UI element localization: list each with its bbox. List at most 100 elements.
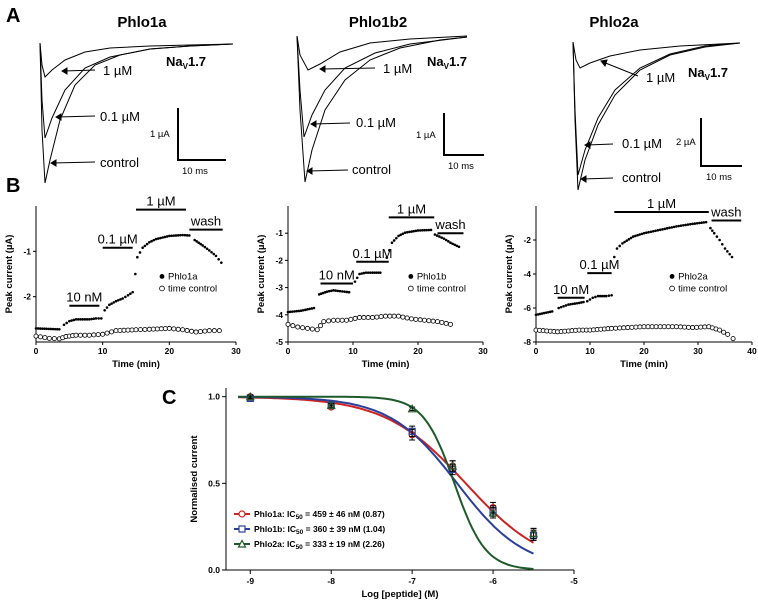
scale-time: 10 ms	[182, 166, 208, 177]
data-point-Phlo1a	[53, 327, 57, 331]
data-point-time-control	[42, 335, 48, 341]
data-point-time-control	[193, 329, 199, 335]
data-point-Phlo1a	[105, 306, 109, 309]
data-point-Phlo1a	[163, 235, 167, 239]
x-axis-label: Time (min)	[620, 359, 668, 370]
data-point-Phlo1b	[317, 293, 321, 296]
y-tick-label: -4	[275, 310, 283, 320]
trace-panel-phlo1a: Phlo1a 1 µM 0.1 µM control NaV1.7 1 µA 1…	[39, 14, 234, 184]
data-point-Phlo1b	[399, 233, 402, 237]
data-point-Phlo2a	[691, 222, 694, 226]
trace-0-1uM	[296, 35, 468, 138]
fit-curve-Phlo2a	[238, 395, 534, 570]
data-point-Phlo1a	[38, 327, 42, 330]
y-tick-label: -2	[275, 255, 283, 265]
data-point-Phlo1b	[321, 291, 325, 295]
data-point-Phlo2a	[571, 302, 575, 306]
data-point-time-control	[694, 324, 700, 330]
x-tick-label: 20	[639, 346, 649, 356]
data-point-Phlo1a	[51, 327, 55, 331]
data-point-Phlo1a	[58, 328, 61, 331]
data-point-Phlo1a	[174, 234, 178, 237]
data-point-time-control	[46, 335, 52, 341]
data-point-time-control	[317, 323, 323, 329]
scale-current: 1 µA	[416, 130, 436, 141]
data-point-Phlo2a	[557, 306, 560, 310]
data-point-Phlo2a	[245, 391, 255, 401]
legend-label: Phlo2a	[678, 271, 708, 282]
data-point-Phlo1a	[97, 317, 100, 320]
trace-1uM	[39, 42, 234, 78]
data-point-time-control	[677, 324, 683, 330]
data-point-Phlo1b	[291, 310, 294, 313]
trace-1uM	[572, 41, 741, 69]
data-point-Phlo1b	[427, 228, 431, 232]
data-point-Phlo2a	[700, 221, 703, 225]
y-axis-label: Normalised current	[189, 435, 200, 523]
data-point-Phlo2a	[615, 247, 619, 250]
data-point-time-control	[400, 314, 406, 320]
data-point-Phlo2a	[610, 293, 613, 297]
data-point-Phlo1b	[327, 289, 331, 293]
data-point-Phlo2a	[698, 221, 701, 225]
data-point-time-control	[137, 327, 143, 333]
data-point-Phlo2a	[538, 312, 542, 316]
data-point-Phlo1a	[176, 234, 180, 237]
data-point-Phlo1b	[455, 244, 459, 248]
data-point-Phlo2a	[573, 302, 577, 305]
data-point-Phlo1b	[323, 291, 327, 294]
data-point-Phlo1b	[410, 230, 413, 233]
data-point-Phlo1b	[423, 228, 426, 232]
data-point-Phlo1b	[297, 309, 301, 313]
data-point-Phlo1a	[201, 244, 204, 247]
data-point-Phlo1a	[112, 301, 116, 304]
data-point-Phlo1b	[340, 290, 344, 293]
legend-marker-filled	[408, 274, 414, 279]
data-point-time-control	[330, 317, 336, 323]
data-point-Phlo1a	[141, 246, 144, 250]
data-point-Phlo2a	[728, 252, 731, 256]
data-point-Phlo1a	[94, 317, 98, 320]
data-point-time-control	[637, 324, 643, 330]
data-point-Phlo1b	[388, 248, 391, 252]
y-tick-label: -3	[275, 283, 283, 293]
scale-time: 10 ms	[706, 172, 732, 183]
data-point-Phlo1a	[90, 317, 93, 321]
data-point-Phlo1a	[72, 318, 76, 322]
data-point-time-control	[309, 326, 315, 332]
data-point-Phlo1a	[70, 319, 73, 322]
data-point-Phlo2a	[448, 461, 458, 470]
data-point-Phlo1a	[36, 327, 40, 330]
data-point-Phlo1b	[377, 271, 380, 274]
x-tick-label: 20	[413, 346, 423, 356]
data-point-Phlo1a	[179, 233, 182, 237]
data-point-time-control	[378, 314, 384, 320]
data-point-time-control	[391, 313, 397, 319]
data-point-Phlo1a	[136, 255, 139, 259]
y-axis-label: Peak current (µA)	[504, 235, 515, 314]
data-point-Phlo2a	[695, 221, 699, 225]
data-point-time-control	[82, 332, 88, 338]
application-label: 1 µM	[647, 196, 676, 211]
data-point-Phlo1b	[286, 310, 290, 314]
data-point-Phlo1b	[449, 241, 452, 245]
data-point-Phlo2a	[645, 231, 648, 235]
data-point-time-control	[682, 324, 688, 330]
data-point-time-control	[633, 324, 639, 330]
x-tick-label: -7	[408, 576, 416, 586]
data-point-Phlo2a	[618, 244, 621, 248]
data-point-Phlo1b	[353, 280, 357, 283]
data-point-Phlo1b	[338, 289, 342, 293]
data-point-Phlo1b	[442, 237, 446, 240]
x-tick-label: -9	[246, 576, 254, 586]
legend-marker-filled	[159, 274, 165, 279]
panel-label-a: A	[6, 5, 20, 27]
scale-current: 2 µA	[676, 137, 696, 148]
legend-label: time control	[678, 283, 727, 294]
data-point-time-control	[617, 325, 623, 331]
data-point-Phlo2a	[604, 294, 608, 298]
data-point-Phlo1b	[306, 308, 309, 311]
data-point-Phlo2a	[488, 508, 498, 517]
scale-bar	[177, 108, 226, 161]
data-point-time-control	[166, 325, 172, 331]
